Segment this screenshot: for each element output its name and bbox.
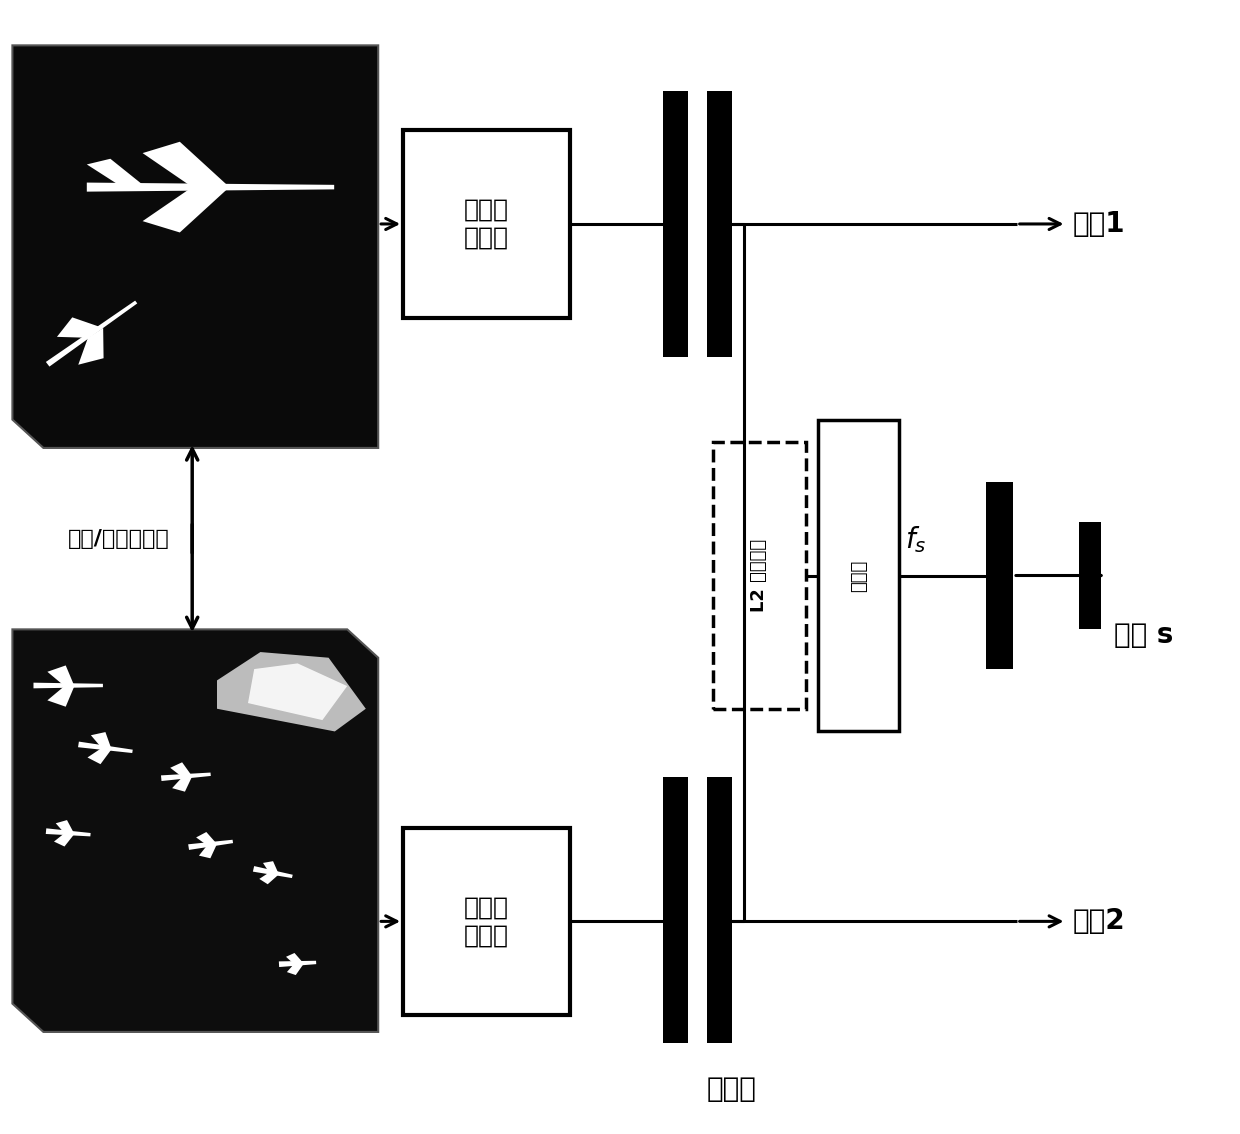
Polygon shape bbox=[12, 629, 378, 1032]
Text: 标签1: 标签1 bbox=[1073, 210, 1125, 238]
Polygon shape bbox=[286, 953, 304, 964]
Polygon shape bbox=[47, 686, 74, 706]
Polygon shape bbox=[286, 964, 304, 975]
Polygon shape bbox=[172, 777, 192, 792]
Bar bbox=[403, 130, 570, 318]
Text: $f_s$: $f_s$ bbox=[905, 524, 926, 556]
Bar bbox=[713, 442, 806, 709]
Bar bbox=[707, 777, 732, 1043]
Polygon shape bbox=[78, 328, 104, 365]
Polygon shape bbox=[143, 187, 229, 232]
Bar bbox=[663, 91, 688, 357]
Polygon shape bbox=[87, 159, 146, 187]
Polygon shape bbox=[217, 652, 366, 731]
Polygon shape bbox=[188, 840, 233, 849]
Polygon shape bbox=[57, 318, 103, 338]
Polygon shape bbox=[196, 832, 217, 845]
Text: 卷积神
经网络: 卷积神 经网络 bbox=[464, 896, 510, 947]
Text: 卷积神
经网络: 卷积神 经网络 bbox=[464, 198, 510, 249]
Polygon shape bbox=[259, 872, 279, 885]
Bar bbox=[403, 828, 570, 1015]
Bar bbox=[986, 482, 1013, 669]
Polygon shape bbox=[263, 861, 279, 874]
Text: $f_1$: $f_1$ bbox=[667, 164, 689, 196]
Bar bbox=[663, 777, 688, 1043]
Text: L2 正则约束: L2 正则约束 bbox=[750, 539, 769, 612]
Polygon shape bbox=[161, 772, 211, 781]
Polygon shape bbox=[46, 301, 138, 366]
Text: 平方距: 平方距 bbox=[849, 559, 868, 592]
Polygon shape bbox=[88, 748, 112, 764]
Polygon shape bbox=[253, 866, 293, 878]
Polygon shape bbox=[91, 733, 112, 750]
Polygon shape bbox=[198, 844, 217, 858]
Polygon shape bbox=[55, 833, 74, 846]
Polygon shape bbox=[47, 666, 74, 686]
Text: $f_2$: $f_2$ bbox=[667, 862, 689, 894]
Bar bbox=[818, 420, 899, 731]
Polygon shape bbox=[33, 683, 103, 688]
Bar bbox=[707, 91, 732, 357]
Polygon shape bbox=[279, 960, 316, 967]
Bar bbox=[1079, 522, 1101, 629]
Polygon shape bbox=[87, 183, 335, 192]
Polygon shape bbox=[46, 828, 91, 837]
Polygon shape bbox=[56, 820, 74, 833]
Polygon shape bbox=[248, 663, 347, 720]
Polygon shape bbox=[170, 762, 192, 777]
Polygon shape bbox=[12, 45, 378, 448]
Text: 卷积层: 卷积层 bbox=[707, 1075, 756, 1102]
Polygon shape bbox=[78, 742, 133, 753]
Text: 标签 s: 标签 s bbox=[1114, 621, 1173, 649]
Text: 标签2: 标签2 bbox=[1073, 907, 1125, 936]
Text: 相同/不同图像对: 相同/不同图像对 bbox=[68, 528, 170, 549]
Polygon shape bbox=[143, 142, 229, 187]
